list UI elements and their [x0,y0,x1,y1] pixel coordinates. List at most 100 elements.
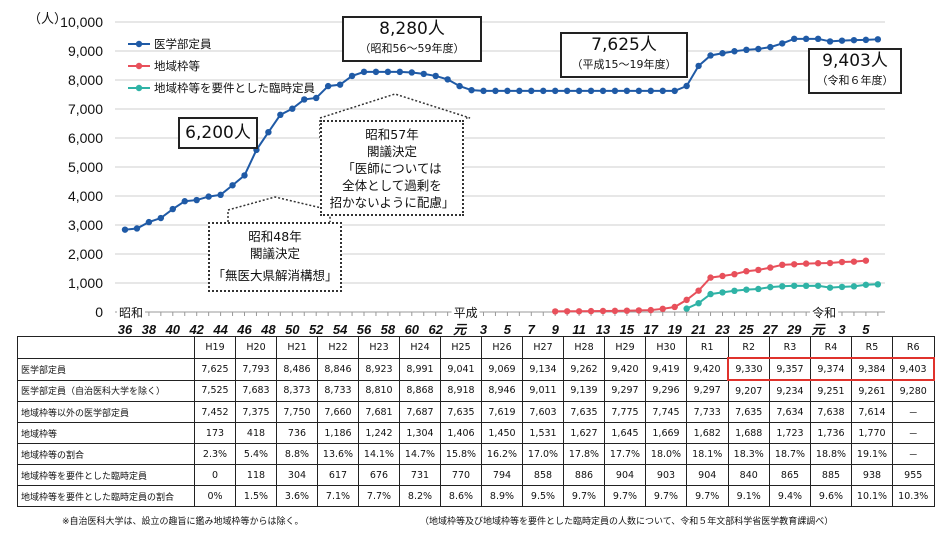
data-point-S50 [289,105,296,112]
y-axis-unit: （人） [28,12,67,27]
data-point-S53 [324,82,332,90]
legend-marker [135,62,143,70]
table-cell: 1,186 [317,422,359,444]
x-tick-label: 元 [812,322,827,337]
table-cell: 9,069 [481,357,523,381]
row-label: 地域枠等を要件とした臨時定員の割合 [17,485,195,507]
table-cell: 731 [399,464,441,486]
table-cell: 17.7% [604,443,646,465]
data-point-H24 [731,287,738,295]
data-point-S57 [372,68,380,76]
table-cell: 955 [892,464,935,486]
table-cell: 10.1% [851,485,893,507]
data-point-H20 [683,305,690,312]
table-cell: 8,810 [358,379,400,402]
data-point-H18 [659,305,666,313]
table-cell: 0% [194,485,236,507]
column-header: R4 [810,336,852,359]
data-point-H13 [599,87,607,95]
column-header: H21 [276,336,318,359]
y-tick-label: 3,000 [68,217,103,233]
data-point-S41 [181,198,188,205]
data-point-S44 [217,191,224,199]
column-header: H24 [399,336,441,359]
table-cell: 9,134 [522,357,564,381]
table-header-row: H19 H20 H21 H22 H23 H24 H25 H26 H27 H28 H29 H30 R1 R2… [17,336,935,359]
data-point-H21 [695,287,702,294]
table-cell: 15.8% [440,443,482,465]
x-tick-label: 27 [762,322,778,337]
data-point-H23 [719,289,726,296]
data-point-H11 [575,87,583,95]
table-cell: 794 [481,464,523,486]
x-tick-label: 48 [260,322,276,337]
table-cell: 9,011 [522,379,564,402]
table-cell: 1,406 [440,422,482,444]
data-point-S37 [133,225,141,232]
data-point-S62 [432,72,439,80]
table-cell: 9,420 [604,357,646,381]
table-cell: 1,669 [645,422,687,444]
table-cell: 5.4% [235,443,277,465]
table-cell: 8,991 [399,357,441,381]
data-point-H6 [516,87,523,95]
table-cell: 2.3% [194,443,236,465]
table-cell: 9.6% [810,485,852,507]
data-point-H18 [659,87,666,95]
table-cell: 7,638 [810,401,852,423]
data-point-R2 [826,284,834,291]
table-cell: 8.8% [276,443,318,465]
era-label-bg [451,304,480,320]
data-point-R6 [874,281,882,288]
x-tick-label: 62 [428,322,443,337]
table-cell: 18.8% [810,443,852,465]
table-cell: 8,923 [358,357,400,381]
annotation-period: （昭和56～59年度） [359,42,465,55]
x-tick-label: 60 [405,322,420,337]
data-point-H24 [731,48,738,55]
era-label: 平成 [454,306,478,320]
table-cell: 7,750 [276,401,318,423]
x-tick-label: 46 [236,322,252,337]
callout-line: 閣議決定 [249,246,300,261]
row-label: 地域枠等の割合 [17,443,195,465]
x-tick-label: 36 [118,322,133,337]
x-tick-label: 19 [667,322,682,337]
table-cell: 9,357 [769,357,811,381]
data-point-H7 [528,87,535,95]
y-tick-label: 8,000 [68,72,103,88]
table-cell: 9,297 [604,379,646,402]
column-header: R5 [851,336,893,359]
x-tick-label: 3 [480,322,488,337]
x-tick-label: 25 [738,322,754,337]
data-point-H9 [552,87,559,95]
table-cell: 8,846 [317,357,359,381]
callout-line: 昭和48年 [248,229,302,244]
x-tick-label: 40 [165,322,181,337]
table-cell: 9,280 [892,379,935,402]
table-cell: 8.9% [481,485,523,507]
data-point-H9 [552,308,559,315]
x-tick-label: 5 [862,322,870,337]
data-point-H22 [707,52,714,59]
data-point-H30 [802,260,810,267]
table-cell: 7,634 [769,401,811,423]
table-cell: 7,614 [851,401,893,423]
table-cell: 9.1% [727,485,770,507]
y-tick-label: 2,000 [68,246,103,262]
table-cell: 7,775 [604,401,646,423]
data-point-S61 [420,70,427,78]
data-point-R2 [826,38,834,45]
table-cell: 676 [358,464,400,486]
data-point-H19 [671,87,678,95]
data-point-H11 [575,308,583,315]
column-header: H27 [522,336,564,359]
table-row: 医学部定員（自治医科大学を除く） 7,525 7,683 8,373 8,733 8,81… [17,379,935,402]
table-cell: 885 [810,464,852,486]
data-table: H19 H20 H21 H22 H23 H24 H25 H26 H27 H28 H29 H30 R1 R2… [17,336,935,507]
data-point-R6 [874,36,882,43]
x-tick-label: 13 [596,322,611,337]
x-tick-label: 17 [644,322,659,337]
data-point-R3 [838,258,846,266]
